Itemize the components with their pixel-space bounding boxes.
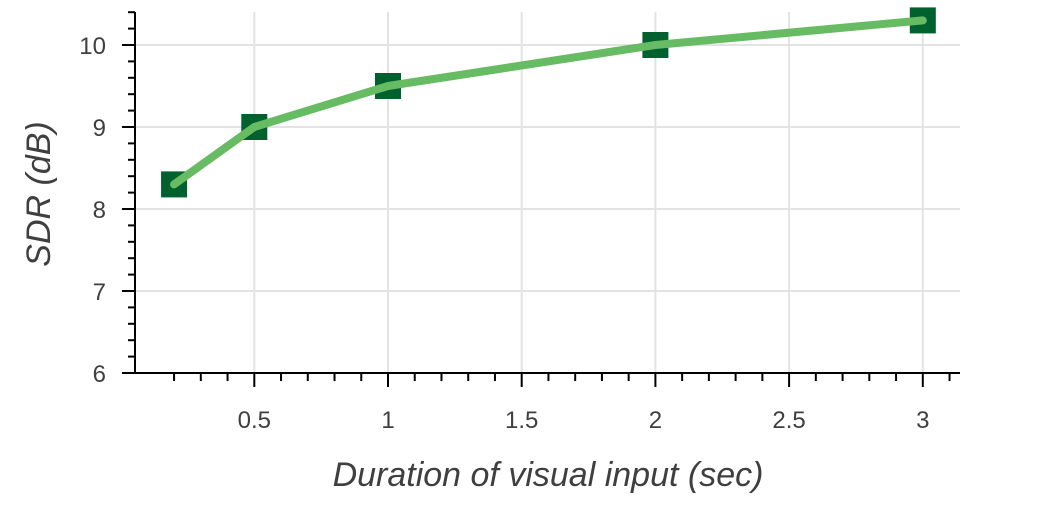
- y-tick-label: 6: [93, 361, 106, 388]
- x-axis-label: Duration of visual input (sec): [333, 456, 764, 494]
- grid-lines: [135, 12, 960, 373]
- series: [161, 7, 936, 198]
- y-axis-label: SDR (dB): [20, 121, 58, 266]
- series-line: [170, 16, 927, 189]
- ticks: [122, 11, 951, 387]
- tick-labels: 0.5 1 1.5 2 2.5 3 6 7 8 9 10: [79, 33, 929, 434]
- x-tick-label: 2: [649, 407, 662, 434]
- x-tick-label: 2.5: [772, 407, 805, 434]
- y-tick-label: 8: [93, 197, 106, 224]
- y-tick-label: 7: [93, 279, 106, 306]
- x-tick-label: 1.5: [505, 407, 538, 434]
- axes: [134, 12, 960, 374]
- x-tick-label: 3: [916, 407, 929, 434]
- y-tick-label: 9: [93, 115, 106, 142]
- x-tick-label: 1: [381, 407, 394, 434]
- x-tick-label: 0.5: [238, 407, 271, 434]
- y-tick-label: 10: [79, 33, 106, 60]
